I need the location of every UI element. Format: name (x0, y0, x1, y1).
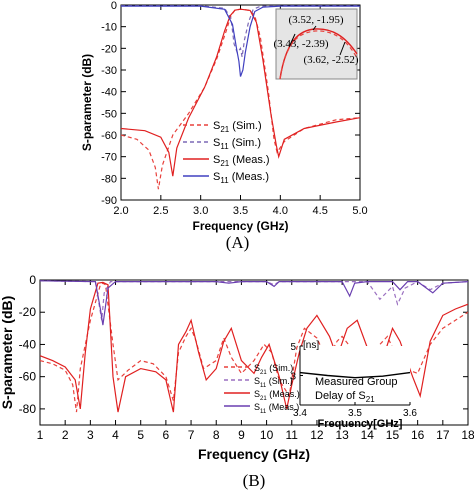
inset-y-tick-label: 5 (290, 342, 296, 353)
y-tick-label: -20 (101, 43, 117, 55)
y-tick-label: -30 (101, 65, 117, 77)
inset-zoom: (3.52, -1.95) (3.43, -2.39) (3.62, -2.52) (274, 8, 359, 80)
legend-entry: S21 (Meas.) (254, 389, 300, 402)
series-line-21-meas (121, 8, 360, 177)
x-tick-label: 3 (87, 428, 94, 442)
legend-entry: S11 (Sim.) (254, 376, 293, 389)
legend-entry: S21 (Sim.) (254, 363, 293, 376)
x-tick-label: 7 (188, 428, 195, 442)
x-tick-label: 13 (335, 428, 349, 442)
series-line-11-meas (121, 5, 360, 77)
x-tick-label: 12 (310, 428, 324, 442)
x-tick-label: 17 (436, 428, 450, 442)
y-tick-label: -50 (101, 108, 117, 120)
x-tick-label: 4.0 (273, 205, 288, 217)
x-tick-label: 11 (286, 428, 299, 442)
legend-entry: S11 (Sim.) (213, 137, 261, 151)
inset-annotation: (3.62, -2.52) (304, 54, 359, 66)
x-tick-label: 16 (411, 428, 425, 442)
chart-panel-b: 1 2 3 4 5 6 7 8 9 10 11 12 13 14 15 16 17 180-20-40-60-80… (0, 273, 474, 490)
y-tick-label: -60 (101, 130, 117, 142)
x-tick-label: 8 (213, 428, 220, 442)
inset-x-tick-label: 3.6 (403, 408, 417, 419)
legend-entry: S21 (Meas.) (213, 154, 270, 168)
series-line-11-sim (121, 5, 360, 58)
x-tick-label: 15 (386, 428, 400, 442)
y-tick-label: -40 (19, 337, 37, 351)
y-tick-label: -20 (19, 305, 37, 319)
inset-title-line2: Delay of S21 (315, 390, 375, 404)
legend: S21 (Sim.)S11 (Sim.)S21 (Meas.)S11 (Meas… (224, 363, 300, 415)
inset-y-tick-label: 3 (290, 372, 296, 383)
y-tick-label: -10 (101, 22, 117, 34)
x-tick-label: 14 (361, 428, 375, 442)
x-axis-label: Frequency (GHz) (198, 446, 310, 462)
x-tick-label: 10 (260, 428, 274, 442)
x-tick-label: 2 (62, 428, 69, 442)
inset-leader (312, 25, 317, 31)
inset-y-label: [ns] (303, 340, 319, 351)
inset-annotation: (3.43, -2.39) (274, 38, 329, 50)
legend-entry: S11 (Meas.) (254, 402, 299, 415)
group-delay-line (299, 371, 411, 379)
legend: S21 (Sim.) S11 (Sim.) S21 (Meas.) S11 (Meas… (183, 120, 270, 185)
series-group (121, 5, 360, 190)
y-tick-label: 0 (111, 0, 117, 12)
inset-meas-curve (279, 28, 358, 80)
inset-annotation: (3.52, -1.95) (289, 14, 344, 26)
inset-x-tick-label: 3.4 (293, 408, 307, 419)
panel-label: (B) (243, 471, 266, 490)
x-tick-label: 3.5 (233, 205, 248, 217)
chart-panel-a: 2.0 2.5 3.0 3.5 4.0 4.5 5.0 0 -10 -20 -30 -40 -50 -60… (80, 0, 368, 252)
legend-entry: S11 (Meas.) (213, 171, 269, 185)
y-tick-label: -80 (19, 402, 37, 416)
inset-title-line1: Measured Group (315, 376, 398, 388)
x-tick-label: 6 (163, 428, 170, 442)
inset-leader (289, 33, 296, 46)
x-tick-label: 4.5 (313, 205, 328, 217)
x-tick-label: 18 (461, 428, 474, 442)
x-tick-label: 4 (112, 428, 119, 442)
y-tick-label: -40 (101, 87, 117, 99)
series-line-11-meas (40, 280, 468, 326)
x-tick-label: 5 (137, 428, 144, 442)
y-tick-label: 0 (29, 273, 36, 287)
x-tick-label: 3.0 (193, 205, 208, 217)
x-tick-label: 9 (238, 428, 245, 442)
inset-sim-curve (279, 30, 358, 80)
y-axis-label: S-parameter (dB) (80, 54, 94, 151)
y-axis-label: S-parameter (dB) (0, 296, 15, 410)
y-tick-label: -60 (19, 370, 37, 384)
x-tick-label: 5.0 (352, 205, 367, 217)
inset-leader (339, 41, 346, 56)
inset-x-tick-label: 3.5 (348, 408, 362, 419)
series-line-21-sim (40, 282, 468, 413)
x-tick-label: 2.5 (153, 205, 168, 217)
y-tick-label: -90 (101, 195, 117, 207)
panel-label: (A) (226, 233, 250, 252)
inset-background (275, 8, 358, 80)
inset-group-delay: 3.4 3.5 3.6 5 3 [ns] Measured Group Delay of S2… (290, 340, 417, 430)
x-tick-label: 1 (37, 428, 44, 442)
x-tick-label: 2.0 (113, 205, 128, 217)
legend-entry: S21 (Sim.) (213, 120, 262, 134)
y-tick-label: -80 (101, 173, 117, 185)
x-axis-label: Frequency (GHz) (192, 219, 288, 233)
y-tick-label: -70 (101, 152, 117, 164)
inset-x-label: Frequency[GHz] (318, 418, 403, 430)
